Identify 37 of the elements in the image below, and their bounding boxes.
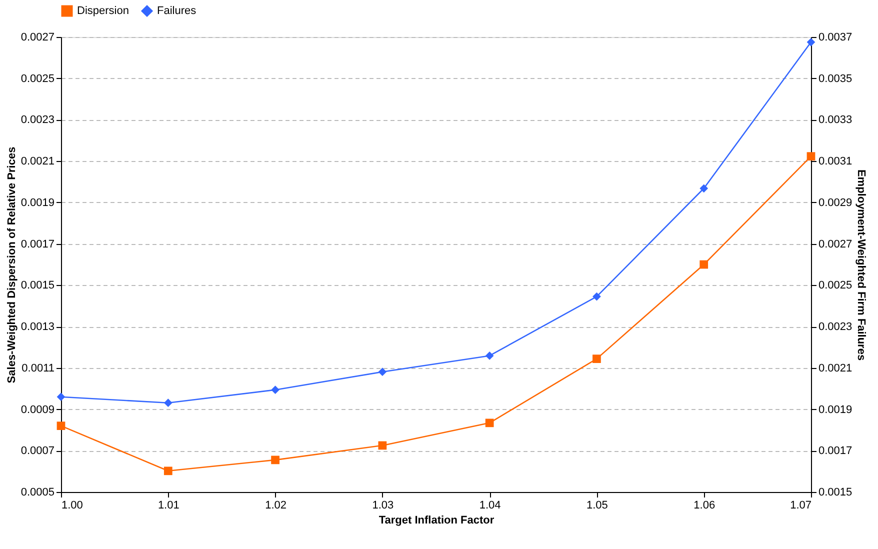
y2-axis-title: Employment-Weighted Firm Failures xyxy=(855,169,868,361)
y-tick-label: 0.0023 xyxy=(20,114,54,126)
y2-tick-label: 0.0031 xyxy=(818,156,852,168)
y2-tick-label: 0.0021 xyxy=(818,362,852,374)
y-tick-label: 0.0009 xyxy=(20,404,54,416)
y2-tick-label: 0.0023 xyxy=(818,321,852,334)
y-tick-label: 0.0013 xyxy=(20,321,54,334)
x-tick-label: 1.03 xyxy=(372,500,394,512)
x-tick-label: 1.00 xyxy=(62,500,83,512)
legend-label: Failures xyxy=(157,5,197,17)
x-tick-label: 1.06 xyxy=(694,500,716,512)
y-tick-label: 0.0007 xyxy=(20,445,54,458)
y-tick-label: 0.0025 xyxy=(20,72,54,85)
y2-tick-label: 0.0017 xyxy=(818,445,852,458)
y-tick-label: 0.0017 xyxy=(20,238,54,250)
y-tick-label: 0.0015 xyxy=(20,280,54,292)
y-axis-title: Sales-Weighted Dispersion of Relative Prices xyxy=(6,146,18,384)
y-tick-label: 0.0005 xyxy=(20,486,54,498)
legend-label: Dispersion xyxy=(77,5,129,17)
x-tick-label: 1.05 xyxy=(586,500,608,512)
y-tick-label: 0.0019 xyxy=(20,196,54,209)
y2-tick-label: 0.0033 xyxy=(818,114,852,126)
y2-tick-label: 0.0027 xyxy=(818,238,852,250)
x-axis-title: Target Inflation Factor xyxy=(378,514,495,526)
x-tick-label: 1.04 xyxy=(479,500,501,512)
x-tick-label: 1.07 xyxy=(790,500,812,512)
y-tick-label: 0.0011 xyxy=(22,362,54,374)
y2-tick-label: 0.0025 xyxy=(818,280,852,292)
y2-tick-label: 0.0035 xyxy=(818,72,852,85)
x-tick-label: 1.01 xyxy=(158,500,180,512)
y2-tick-label: 0.0015 xyxy=(818,486,852,498)
y-tick-label: 0.0021 xyxy=(20,156,54,168)
y-tick-label: 0.0027 xyxy=(20,32,54,44)
y2-tick-label: 0.0019 xyxy=(818,404,852,416)
y2-tick-label: 0.0029 xyxy=(818,196,852,209)
y2-tick-label: 0.0037 xyxy=(818,32,852,44)
x-tick-label: 1.02 xyxy=(265,500,286,512)
